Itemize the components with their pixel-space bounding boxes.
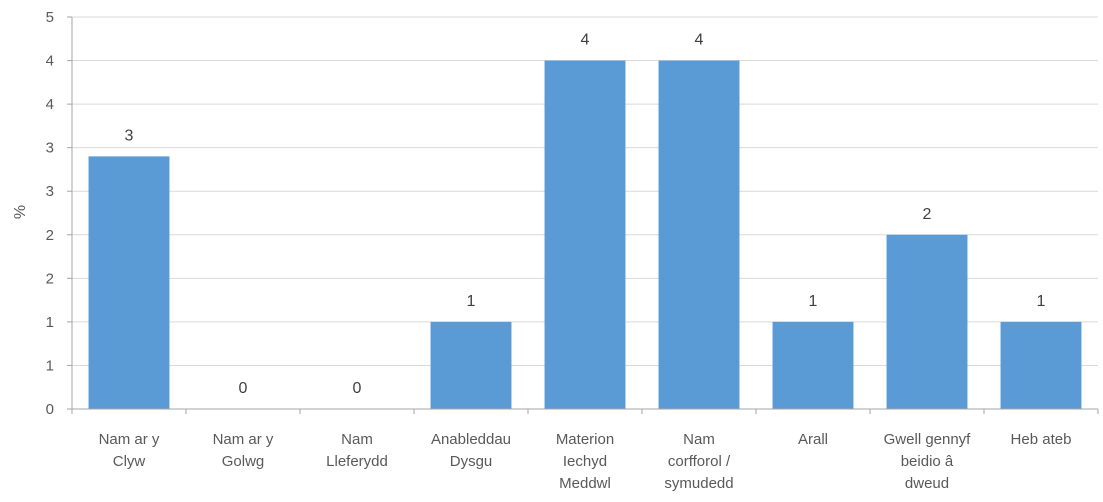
- category-label: Nam corfforol / symudedd: [664, 431, 733, 492]
- y-axis-title: %: [12, 205, 29, 219]
- category-label: Nam ar y Golwg: [213, 431, 274, 470]
- data-label: 1: [809, 293, 818, 310]
- y-tick-label: 2: [46, 270, 54, 287]
- category-label: Gwell gennyf beidio â dweud: [884, 431, 972, 492]
- y-tick-label: 2: [46, 227, 54, 244]
- bar: [1000, 321, 1082, 409]
- y-tick-label: 4: [46, 96, 54, 113]
- data-label: 1: [1037, 293, 1046, 310]
- category-label: Heb ateb: [1011, 431, 1072, 448]
- data-label: 1: [467, 293, 476, 310]
- bar: [658, 60, 740, 410]
- y-tick-labels: 0 1 1 2 2 3 3 4 4 5: [46, 9, 54, 418]
- y-tick-label: 3: [46, 140, 54, 157]
- bar: [772, 321, 854, 409]
- bar: [88, 156, 170, 409]
- bar: [886, 234, 968, 409]
- data-label: 4: [695, 32, 704, 49]
- y-tick-label: 1: [46, 357, 54, 374]
- category-label: Anableddau Dysgu: [431, 431, 511, 470]
- data-label: 0: [353, 380, 362, 397]
- axes: [67, 16, 1099, 414]
- category-label: Nam Lleferydd: [326, 431, 388, 470]
- data-label: 4: [581, 32, 590, 49]
- category-labels: Nam ar y Clyw Nam ar y Golwg Nam Lleferydd Ana…: [99, 431, 1072, 492]
- data-label: 2: [923, 206, 932, 223]
- data-label: 3: [125, 127, 134, 144]
- y-tick-label: 4: [46, 53, 54, 70]
- bar: [544, 60, 626, 410]
- data-label: 0: [239, 380, 248, 397]
- data-labels: 3 0 0 1 4 4 1 2 1: [125, 32, 1046, 397]
- y-tick-label: 0: [46, 401, 54, 418]
- y-tick-label: 1: [46, 314, 54, 331]
- category-label: Arall: [798, 431, 828, 448]
- y-tick-label: 3: [46, 183, 54, 200]
- y-tick-label: 5: [46, 9, 54, 26]
- category-label: Nam ar y Clyw: [99, 431, 160, 470]
- bar: [430, 321, 512, 409]
- category-label: Materion Iechyd Meddwl: [556, 431, 614, 492]
- bars: [88, 60, 1082, 410]
